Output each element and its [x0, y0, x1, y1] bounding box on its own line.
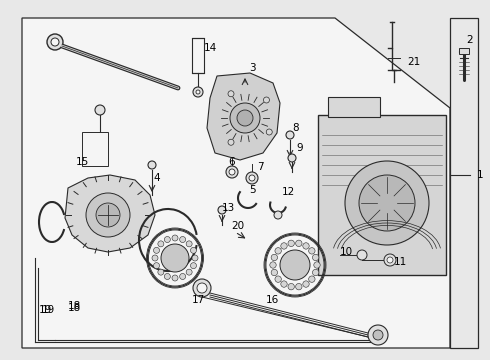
Circle shape [230, 103, 260, 133]
Circle shape [246, 172, 258, 184]
Text: 13: 13 [221, 203, 235, 213]
Circle shape [193, 279, 211, 297]
Circle shape [158, 269, 164, 275]
Text: 6: 6 [229, 157, 235, 167]
Bar [192, 38, 204, 73]
Circle shape [191, 263, 196, 269]
Circle shape [295, 240, 302, 247]
Text: 18: 18 [68, 303, 81, 313]
Circle shape [249, 175, 255, 181]
Circle shape [51, 38, 59, 46]
Text: 1: 1 [477, 170, 483, 180]
Polygon shape [207, 73, 280, 160]
Circle shape [280, 250, 310, 280]
Text: 2: 2 [466, 35, 473, 45]
Circle shape [218, 206, 226, 214]
Circle shape [96, 203, 120, 227]
Circle shape [180, 237, 186, 243]
Circle shape [186, 241, 192, 247]
Circle shape [266, 129, 272, 135]
Circle shape [275, 276, 281, 282]
Circle shape [180, 274, 186, 279]
Circle shape [229, 169, 235, 175]
Circle shape [313, 269, 319, 276]
Text: 3: 3 [249, 63, 255, 73]
Circle shape [172, 235, 178, 241]
Circle shape [186, 269, 192, 275]
Text: 8: 8 [293, 123, 299, 133]
Bar [459, 48, 469, 54]
Text: 4: 4 [154, 173, 160, 183]
Polygon shape [65, 175, 155, 252]
Polygon shape [22, 18, 450, 348]
Circle shape [161, 244, 189, 272]
Circle shape [286, 131, 294, 139]
Circle shape [288, 283, 294, 290]
Text: 20: 20 [231, 221, 245, 231]
Text: 16: 16 [266, 295, 279, 305]
Circle shape [164, 274, 171, 279]
Circle shape [196, 90, 200, 94]
Circle shape [153, 247, 160, 253]
Circle shape [153, 263, 160, 269]
Circle shape [86, 193, 130, 237]
Bar [82, 132, 108, 166]
Text: 19: 19 [41, 305, 54, 315]
Circle shape [314, 262, 320, 268]
Circle shape [192, 255, 198, 261]
Text: 17: 17 [192, 295, 205, 305]
Circle shape [309, 248, 315, 254]
Circle shape [271, 254, 277, 261]
Circle shape [226, 166, 238, 178]
Circle shape [359, 175, 415, 231]
Circle shape [164, 237, 171, 243]
Text: 12: 12 [281, 187, 294, 197]
Circle shape [387, 257, 393, 263]
Circle shape [47, 34, 63, 50]
Circle shape [152, 255, 158, 261]
Circle shape [270, 262, 276, 268]
Circle shape [274, 211, 282, 219]
Text: 10: 10 [340, 247, 353, 257]
Circle shape [309, 276, 315, 282]
Text: 18: 18 [68, 301, 81, 311]
Circle shape [368, 325, 388, 345]
Circle shape [281, 243, 287, 249]
Circle shape [148, 161, 156, 169]
Circle shape [264, 97, 270, 103]
Bar [450, 18, 478, 348]
Text: 19: 19 [38, 305, 51, 315]
Text: 21: 21 [407, 57, 420, 67]
Text: 9: 9 [296, 143, 303, 153]
Bar [318, 115, 446, 275]
Circle shape [197, 283, 207, 293]
Text: 14: 14 [203, 43, 217, 53]
Circle shape [303, 243, 309, 249]
Text: 5: 5 [249, 185, 255, 195]
Circle shape [288, 240, 294, 247]
Circle shape [357, 250, 367, 260]
Text: 11: 11 [393, 257, 407, 267]
Circle shape [193, 87, 203, 97]
Circle shape [313, 254, 319, 261]
Circle shape [303, 281, 309, 287]
Text: 15: 15 [75, 157, 89, 167]
Circle shape [237, 110, 253, 126]
Text: 7: 7 [257, 162, 263, 172]
Circle shape [275, 248, 281, 254]
Bar [328, 97, 380, 117]
Circle shape [271, 269, 277, 276]
Circle shape [345, 161, 429, 245]
Circle shape [95, 105, 105, 115]
Circle shape [158, 241, 164, 247]
Circle shape [228, 91, 234, 97]
Circle shape [295, 283, 302, 290]
Circle shape [384, 254, 396, 266]
Circle shape [172, 275, 178, 281]
Circle shape [281, 281, 287, 287]
Circle shape [228, 139, 234, 145]
Circle shape [191, 247, 196, 253]
Circle shape [373, 330, 383, 340]
Circle shape [288, 154, 296, 162]
